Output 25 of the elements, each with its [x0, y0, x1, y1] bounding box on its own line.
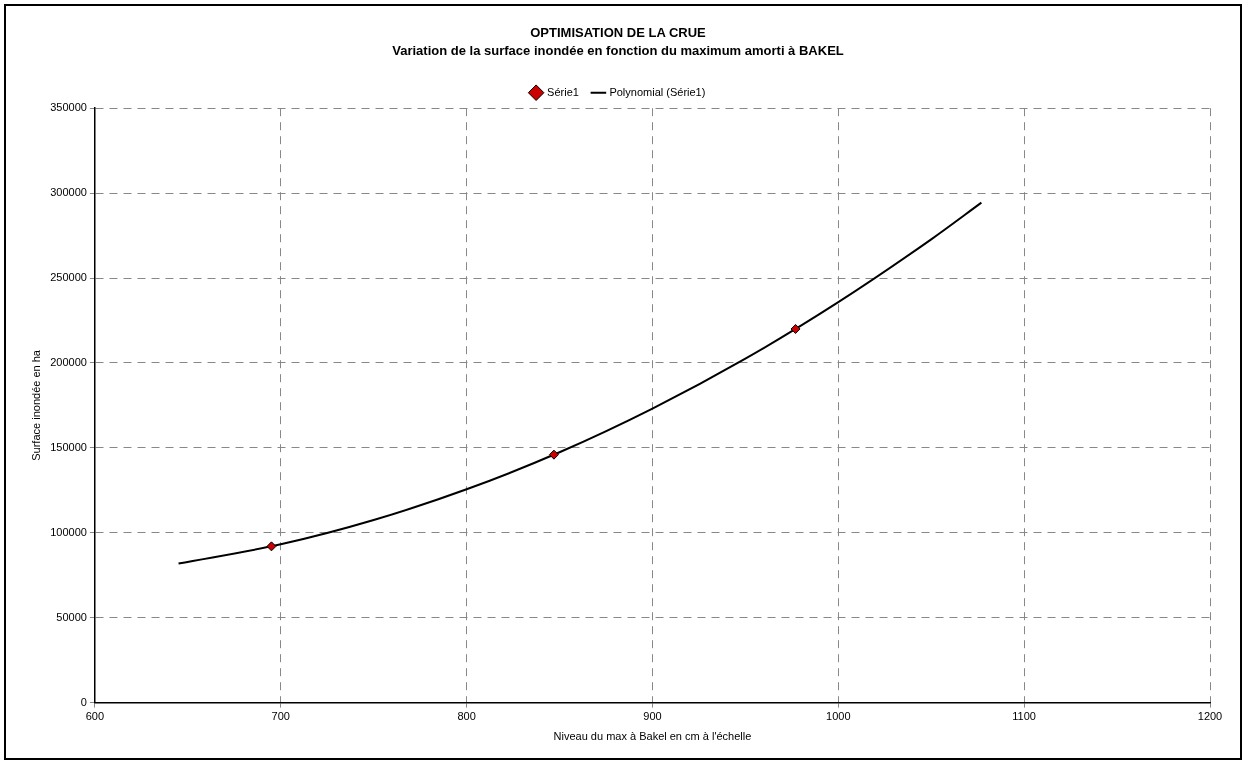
y-tick-label: 0 [80, 695, 87, 708]
y-tick-label: 150000 [50, 440, 87, 453]
x-tick-label: 1200 [1197, 710, 1223, 723]
y-tick-label: 350000 [50, 101, 87, 114]
x-tick-label: 900 [643, 710, 662, 723]
point [790, 323, 801, 334]
chart-title: OPTIMISATION DE LA CRUE [530, 25, 707, 41]
legend-label: Polynomial (Série1) [609, 85, 706, 98]
y-tick-label: 50000 [56, 610, 87, 623]
line-series [177, 201, 983, 565]
x-tick-label: 1100 [1012, 710, 1036, 723]
y-tick-label: 100000 [50, 525, 87, 538]
chart-subtitle: Variation de la surface inondée en fonction du maximum amorti à BAKEL [392, 42, 844, 58]
y-tick-label: 300000 [50, 186, 87, 199]
point [548, 449, 559, 460]
x-tick-label: 1000 [826, 710, 851, 723]
x-tick-label: 600 [85, 710, 105, 723]
y-tick-label: 200000 [50, 355, 87, 368]
x-axis-title: Niveau du max à Bakel en cm à l'échelle [553, 730, 752, 743]
x-tick-label: 800 [457, 710, 476, 723]
point [266, 541, 277, 552]
y-tick-label: 250000 [50, 271, 87, 284]
x-tick-label: 700 [271, 710, 290, 723]
legend-label: Série1 [547, 85, 579, 98]
y-axis-title: Surface inondée en ha [29, 349, 42, 461]
